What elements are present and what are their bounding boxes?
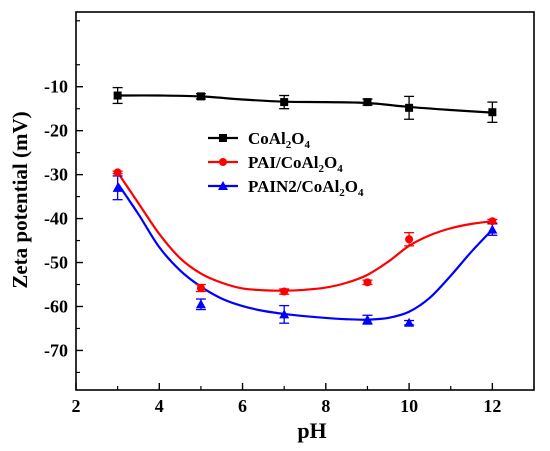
- y-axis-label: Zeta potential (mV): [8, 111, 32, 288]
- legend-marker-1: [219, 158, 227, 166]
- legend-label-1: PAI/CoAl2O4: [248, 153, 343, 175]
- series-0-point: [363, 98, 372, 107]
- series-2-point: [279, 309, 290, 319]
- axis-ticks: 2 4 6 8 10 12 -70 -60 -50 -40 -30 -20 -10: [44, 20, 501, 416]
- y-tick-label: -60: [44, 296, 68, 316]
- x-tick-label: 2: [72, 396, 81, 416]
- y-tick-label: -10: [44, 77, 68, 97]
- legend-label-0: CoAl2O4: [248, 129, 311, 151]
- series-2-point: [362, 314, 373, 324]
- series-0-curve: [117, 94, 493, 114]
- x-tick-label: 4: [155, 396, 164, 416]
- data-markers: [112, 91, 498, 327]
- x-tick-label: 6: [238, 396, 247, 416]
- plot-frame: [75, 11, 535, 391]
- series-2-point: [487, 224, 498, 234]
- x-axis-label: pH: [297, 418, 326, 443]
- series-0-point: [488, 108, 497, 117]
- y-tick-label: -70: [44, 340, 68, 360]
- legend-label-2: PAIN2/CoAl2O4: [248, 177, 364, 199]
- y-tick-label: -30: [44, 165, 68, 185]
- legend-marker-0: [219, 134, 227, 142]
- series-1-point: [196, 284, 205, 293]
- plot-border: [75, 11, 535, 391]
- y-tick-label: -20: [44, 121, 68, 141]
- y-tick-label: -50: [44, 253, 68, 273]
- series-1-curve: [116, 171, 493, 292]
- series-2-point: [195, 299, 206, 309]
- series-1-point: [363, 278, 372, 287]
- series-2-curve: [116, 182, 494, 321]
- series-0-point: [280, 98, 289, 107]
- fit-curves: [116, 94, 494, 321]
- series-2-point: [112, 182, 123, 192]
- series-1-point: [405, 235, 414, 244]
- x-tick-label: 8: [321, 396, 330, 416]
- series-1-point: [488, 217, 497, 226]
- series-1-point: [280, 287, 289, 296]
- x-tick-label: 10: [400, 396, 418, 416]
- x-tick-label: 12: [483, 396, 501, 416]
- series-0-point: [196, 92, 205, 101]
- legend-marker-2: [218, 181, 228, 190]
- series-1-point: [113, 168, 122, 177]
- series-2-point: [404, 317, 415, 327]
- series-0-point: [405, 103, 414, 112]
- y-tick-label: -40: [44, 209, 68, 229]
- series-0-point: [113, 91, 122, 100]
